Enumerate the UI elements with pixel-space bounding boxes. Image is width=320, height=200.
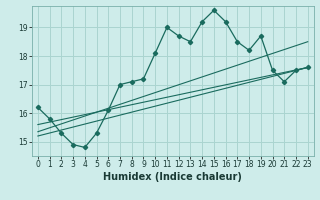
X-axis label: Humidex (Indice chaleur): Humidex (Indice chaleur) <box>103 172 242 182</box>
